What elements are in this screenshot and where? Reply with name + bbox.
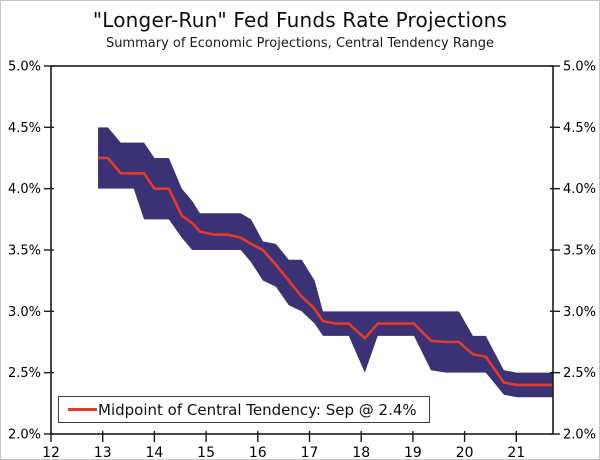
y-tick-label-left: 2.5% [8,366,41,381]
y-tick-label-right: 2.0% [563,428,596,443]
plot-border [50,65,554,435]
x-tick-label: 13 [94,445,112,459]
x-tick-label: 20 [456,445,474,459]
midpoint-line [98,156,553,387]
y-tick-label-right: 4.0% [563,182,596,197]
legend-label: Midpoint of Central Tendency: Sep @ 2.4% [98,400,417,419]
x-tick-label: 12 [42,445,60,459]
y-axis: 5.0% 5.0% 4.5% 4.5% 4.0% 4.0% 3.5% 3.5% 3.0% 3.0%… [8,60,596,443]
x-axis: 12 13 14 15 16 17 18 19 20 21 [42,431,525,459]
y-tick-label-left: 2.0% [8,428,41,443]
y-tick-label-right: 5.0% [563,60,596,75]
legend-line-swatch [68,408,97,411]
x-tick-label: 15 [197,445,215,459]
legend: Midpoint of Central Tendency: Sep @ 2.4% [58,396,430,423]
chart-title: "Longer-Run" Fed Funds Rate Projections [92,8,508,32]
y-tick-label-left: 5.0% [8,60,41,75]
y-tick-label-right: 3.0% [563,305,596,320]
x-tick-label: 19 [404,445,422,459]
x-tick-label: 16 [249,445,267,459]
x-tick-label: 21 [507,445,525,459]
x-tick-label: 14 [145,445,163,459]
y-tick-label-left: 4.0% [8,182,41,197]
y-tick-label-right: 2.5% [563,366,596,381]
chart-subtitle: Summary of Economic Projections, Central… [105,36,495,51]
x-tick-label: 17 [301,445,319,459]
y-tick-label-right: 3.5% [563,244,596,259]
central-tendency-band [98,127,554,398]
y-tick-label-right: 4.5% [563,121,596,136]
y-tick-label-left: 3.0% [8,305,41,320]
y-tick-label-left: 3.5% [8,244,41,259]
x-tick-label: 18 [352,445,370,459]
y-tick-label-left: 4.5% [8,121,41,136]
